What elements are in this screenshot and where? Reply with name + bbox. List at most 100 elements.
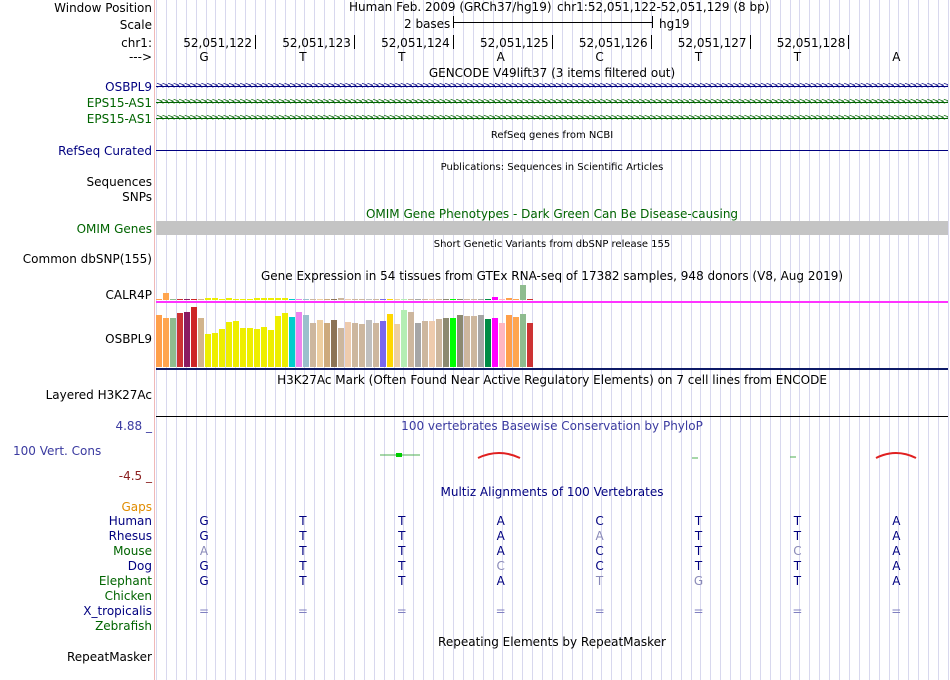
gtex-osbpl9-bar[interactable] <box>254 329 260 367</box>
gtex-calr4p-bar[interactable] <box>506 297 512 300</box>
gtex-osbpl9-bar[interactable] <box>408 312 414 367</box>
gene-label-eps15-as1-2[interactable]: EPS15-AS1 <box>86 112 152 126</box>
gtex-calr4p-bar[interactable] <box>373 298 379 300</box>
species-label[interactable]: Rhesus <box>108 529 152 543</box>
gtex-osbpl9-bar[interactable] <box>184 312 190 367</box>
gtex-osbpl9-bar[interactable] <box>352 323 358 367</box>
gtex-osbpl9-bar[interactable] <box>513 317 519 367</box>
gtex-osbpl9-bar[interactable] <box>247 328 253 367</box>
gtex-calr4p-bar[interactable] <box>317 298 323 300</box>
gtex-osbpl9-bar[interactable] <box>296 312 302 367</box>
gtex-osbpl9-bar[interactable] <box>240 328 246 367</box>
gtex-calr4p-bar[interactable] <box>275 297 281 300</box>
gtex-calr4p-bar[interactable] <box>170 298 176 300</box>
gtex-calr4p-bar[interactable] <box>359 298 365 300</box>
gtex-calr4p-bar[interactable] <box>345 298 351 300</box>
gtex-osbpl9-bar[interactable] <box>415 323 421 367</box>
gtex-osbpl9-bar[interactable] <box>261 327 267 367</box>
gtex-osbpl9-bar[interactable] <box>212 333 218 367</box>
species-label[interactable]: Mouse <box>113 544 152 558</box>
gtex-osbpl9-bar[interactable] <box>338 328 344 367</box>
gtex-osbpl9-bar[interactable] <box>275 316 281 367</box>
gtex-osbpl9-bar[interactable] <box>506 315 512 367</box>
gtex-osbpl9-bar[interactable] <box>478 315 484 367</box>
gaps-label[interactable]: Gaps <box>121 500 152 514</box>
gtex-calr4p-bar[interactable] <box>401 298 407 300</box>
repeatmasker-label[interactable]: RepeatMasker <box>66 650 152 664</box>
gtex-osbpl9-bar[interactable] <box>205 334 211 367</box>
gtex-calr4p-bar[interactable] <box>289 298 295 300</box>
gtex-calr4p-bar[interactable] <box>387 298 393 300</box>
gtex-calr4p-bar[interactable] <box>296 298 302 300</box>
strand-label[interactable]: ---> <box>128 50 152 64</box>
refseq-track[interactable] <box>156 150 948 151</box>
h3k27ac-label[interactable]: Layered H3K27Ac <box>45 388 152 402</box>
gtex-calr4p-bar[interactable] <box>513 298 519 300</box>
gtex-calr4p-bar[interactable] <box>268 297 274 300</box>
dbsnp-label[interactable]: Common dbSNP(155) <box>22 252 152 266</box>
gene-label-osbpl9[interactable]: OSBPL9 <box>105 80 152 94</box>
gtex-osbpl9-bar[interactable] <box>289 317 295 367</box>
gtex-calr4p-bar[interactable] <box>471 298 477 300</box>
gtex-osbpl9-bar[interactable] <box>422 321 428 367</box>
gtex-gene-label-osbpl9[interactable]: OSBPL9 <box>105 332 152 346</box>
gtex-osbpl9-bar[interactable] <box>226 322 232 367</box>
gtex-osbpl9-bar[interactable] <box>492 318 498 367</box>
gtex-calr4p-bar[interactable] <box>429 298 435 300</box>
species-label[interactable]: Human <box>108 514 152 528</box>
scale-label[interactable]: Scale <box>119 18 152 32</box>
gtex-calr4p-bar[interactable] <box>478 298 484 300</box>
gtex-osbpl9-bar[interactable] <box>177 313 183 367</box>
gtex-osbpl9-bar[interactable] <box>366 320 372 367</box>
gtex-calr4p-bar[interactable] <box>324 298 330 300</box>
gtex-osbpl9-bar[interactable] <box>268 330 274 367</box>
gtex-osbpl9-bar[interactable] <box>317 320 323 367</box>
gtex-osbpl9-bar[interactable] <box>436 319 442 367</box>
gtex-calr4p-bar[interactable] <box>156 298 162 300</box>
gtex-osbpl9-bar[interactable] <box>345 322 351 367</box>
species-label[interactable]: Chicken <box>104 589 152 603</box>
gtex-calr4p-bar[interactable] <box>226 297 232 300</box>
gtex-calr4p-bar[interactable] <box>380 298 386 300</box>
gtex-osbpl9-bar[interactable] <box>233 321 239 367</box>
gtex-osbpl9-bar[interactable] <box>191 307 197 367</box>
gtex-calr4p-bar[interactable] <box>443 298 449 300</box>
gtex-osbpl9-bar[interactable] <box>401 310 407 367</box>
gene-track-osbpl9[interactable] <box>156 86 948 87</box>
gene-label-eps15-as1[interactable]: EPS15-AS1 <box>86 96 152 110</box>
gtex-osbpl9-bar[interactable] <box>450 318 456 367</box>
omim-label[interactable]: OMIM Genes <box>76 222 152 236</box>
gtex-calr4p-bar[interactable] <box>499 298 505 300</box>
gtex-calr4p-bar[interactable] <box>394 298 400 300</box>
gtex-osbpl9-bar[interactable] <box>471 316 477 367</box>
gtex-osbpl9-bar[interactable] <box>499 323 505 367</box>
gtex-osbpl9-bar[interactable] <box>219 329 225 367</box>
gtex-calr4p-bar[interactable] <box>191 298 197 300</box>
gtex-calr4p-bar[interactable] <box>492 296 498 300</box>
gtex-osbpl9-bar[interactable] <box>429 321 435 367</box>
gtex-calr4p-bar[interactable] <box>352 298 358 300</box>
gtex-calr4p-bar[interactable] <box>422 298 428 300</box>
refseq-label[interactable]: RefSeq Curated <box>58 144 152 158</box>
gtex-osbpl9-bar[interactable] <box>359 324 365 367</box>
gtex-calr4p-bar[interactable] <box>205 297 211 300</box>
publications-label[interactable]: Sequences <box>86 175 152 189</box>
gtex-calr4p-bar[interactable] <box>366 298 372 300</box>
gtex-osbpl9-bar[interactable] <box>331 320 337 367</box>
gtex-calr4p-bar[interactable] <box>303 298 309 300</box>
gtex-calr4p-bar[interactable] <box>212 297 218 300</box>
publications-label-2[interactable]: SNPs <box>122 190 152 204</box>
gtex-calr4p-bar[interactable] <box>254 297 260 300</box>
gtex-osbpl9-bar[interactable] <box>282 313 288 367</box>
gtex-calr4p-bar[interactable] <box>485 298 491 300</box>
gtex-osbpl9-bar[interactable] <box>373 323 379 367</box>
gtex-calr4p-bar[interactable] <box>240 298 246 300</box>
gtex-osbpl9-bar[interactable] <box>485 319 491 367</box>
gtex-calr4p-bar[interactable] <box>527 298 533 300</box>
gtex-osbpl9-bar[interactable] <box>198 318 204 367</box>
gtex-osbpl9-bar[interactable] <box>443 318 449 367</box>
gtex-calr4p-bar[interactable] <box>450 298 456 300</box>
gtex-osbpl9-bar[interactable] <box>163 318 169 367</box>
gtex-calr4p-bar[interactable] <box>247 298 253 300</box>
gtex-osbpl9-bar[interactable] <box>380 321 386 367</box>
